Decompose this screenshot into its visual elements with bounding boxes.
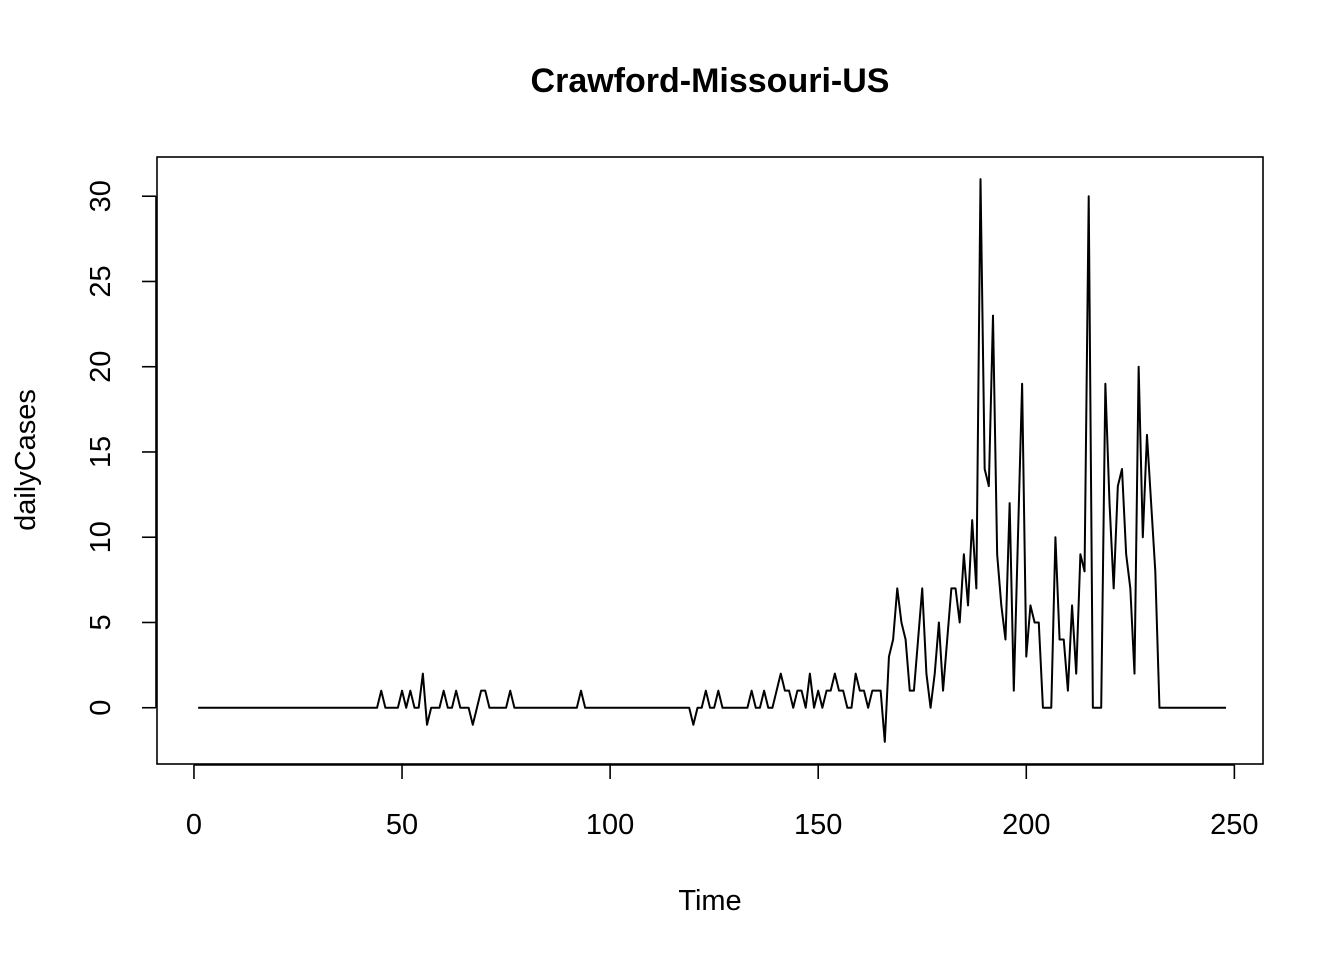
x-axis-label: Time [678, 885, 741, 917]
y-tick-label: 15 [85, 436, 117, 468]
x-tick-label: 100 [586, 809, 634, 841]
x-tick-label: 0 [186, 809, 202, 841]
y-tick-label: 5 [85, 614, 117, 630]
x-tick-label: 50 [386, 809, 418, 841]
y-tick-label: 30 [85, 180, 117, 212]
y-tick-label: 20 [85, 351, 117, 383]
x-tick-label: 200 [1002, 809, 1050, 841]
series-layer [198, 178, 1227, 743]
y-tick-label: 10 [85, 521, 117, 553]
x-axis: 0 50 100 150 200 250 [186, 764, 1259, 841]
chart-title: Crawford-Missouri-US [531, 62, 890, 100]
series-line [198, 178, 1227, 743]
y-axis: 0 5 10 15 20 25 30 [85, 180, 157, 716]
y-tick-label: 25 [85, 265, 117, 297]
x-tick-label: 250 [1210, 809, 1258, 841]
plot-frame [156, 156, 1264, 765]
y-tick-label: 0 [85, 700, 117, 716]
x-tick-label: 150 [794, 809, 842, 841]
y-axis-label: dailyCases [10, 389, 42, 531]
